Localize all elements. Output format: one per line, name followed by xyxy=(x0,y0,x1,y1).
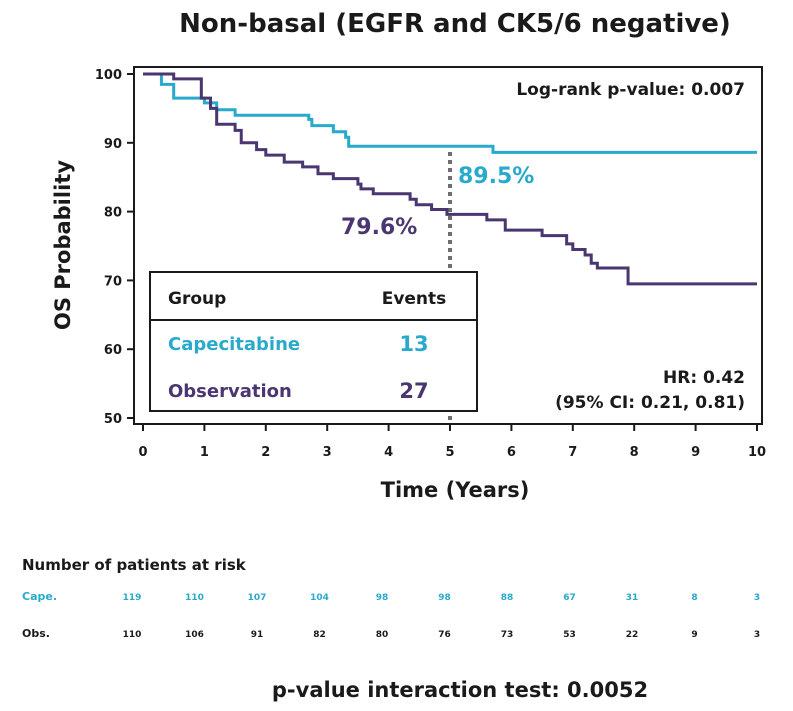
observation-5y-label: 79.6% xyxy=(341,215,417,240)
x-tick-label: 1 xyxy=(200,445,209,460)
x-tick-label: 3 xyxy=(323,445,332,460)
legend-table: Group Events Capecitabine 13 Observation… xyxy=(149,271,478,412)
risk-value: 119 xyxy=(123,593,142,603)
y-tick-label: 100 xyxy=(95,68,122,83)
series-line-capecitabine xyxy=(143,72,757,154)
y-tick-label: 80 xyxy=(104,206,122,221)
risk-table-title: Number of patients at risk xyxy=(22,556,247,574)
x-tick-label: 10 xyxy=(748,445,766,460)
y-tick-label: 90 xyxy=(104,137,122,152)
interaction-test-text: p-value interaction test: 0.0052 xyxy=(272,678,648,702)
capecitabine-5y-label: 89.5% xyxy=(458,164,534,189)
x-axis-label: Time (Years) xyxy=(381,478,530,502)
hr-text: HR: 0.42 xyxy=(663,368,745,388)
risk-value: 3 xyxy=(754,593,760,603)
risk-value: 73 xyxy=(501,630,514,640)
risk-value: 53 xyxy=(563,630,576,640)
x-tick-label: 6 xyxy=(507,445,516,460)
risk-value: 104 xyxy=(310,593,329,603)
legend-header-group: Group xyxy=(168,289,226,309)
risk-value: 107 xyxy=(248,593,267,603)
x-tick-label: 8 xyxy=(630,445,639,460)
x-tick-label: 5 xyxy=(445,445,454,460)
logrank-text: Log-rank p-value: 0.007 xyxy=(516,80,745,100)
risk-value: 98 xyxy=(376,593,389,603)
legend-header-events: Events xyxy=(382,289,447,309)
risk-value: 3 xyxy=(754,630,760,640)
risk-value: 31 xyxy=(626,593,639,603)
risk-value: 106 xyxy=(185,630,204,640)
chart-title: Non-basal (EGFR and CK5/6 negative) xyxy=(179,9,731,39)
y-axis-label: OS Probability xyxy=(51,160,75,330)
x-tick-label: 2 xyxy=(261,445,270,460)
hr-ci-text: (95% CI: 0.21, 0.81) xyxy=(555,393,745,413)
risk-value: 80 xyxy=(376,630,389,640)
legend-name-capecitabine: Capecitabine xyxy=(168,334,300,355)
y-axis: 100 90 80 70 60 50 xyxy=(95,68,134,427)
x-tick-label: 7 xyxy=(568,445,577,460)
risk-row-label: Obs. xyxy=(22,627,50,640)
x-tick-label: 9 xyxy=(691,445,700,460)
risk-value: 110 xyxy=(185,593,204,603)
legend-box xyxy=(149,271,478,412)
y-tick-label: 50 xyxy=(104,412,122,427)
plot-frame xyxy=(133,66,763,425)
risk-value: 82 xyxy=(313,630,326,640)
risk-value: 9 xyxy=(691,630,697,640)
y-tick-label: 70 xyxy=(104,274,122,289)
risk-value: 8 xyxy=(691,593,697,603)
legend-events-observation: 27 xyxy=(399,379,428,403)
risk-value: 91 xyxy=(251,630,264,640)
risk-table: Cape. 119 110 107 104 98 98 88 67 31 8 3 Obs. 110 106 9… xyxy=(22,590,760,640)
legend-events-capecitabine: 13 xyxy=(399,332,428,356)
risk-row-label: Cape. xyxy=(22,590,57,603)
x-tick-label: 0 xyxy=(138,445,147,460)
series-line-observation xyxy=(143,72,757,286)
risk-value: 110 xyxy=(123,630,142,640)
risk-value: 76 xyxy=(438,630,451,640)
y-tick-label: 60 xyxy=(104,343,122,358)
x-axis: 0 1 2 3 4 5 6 7 8 9 10 xyxy=(138,424,766,460)
risk-value: 88 xyxy=(501,593,514,603)
risk-value: 67 xyxy=(563,593,576,603)
risk-value: 22 xyxy=(626,630,639,640)
legend-name-observation: Observation xyxy=(168,381,292,402)
x-tick-label: 4 xyxy=(384,445,393,460)
risk-value: 98 xyxy=(438,593,451,603)
